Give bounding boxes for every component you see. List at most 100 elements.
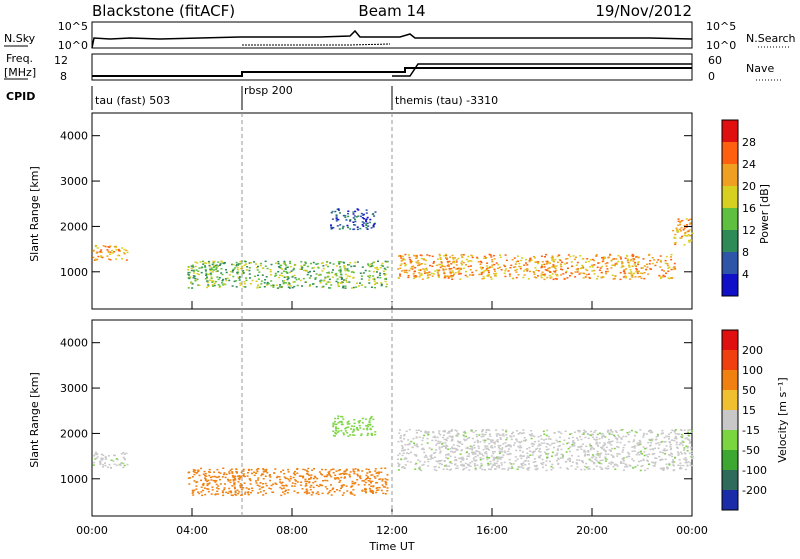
echo-cell <box>248 478 251 480</box>
echo-cell <box>562 443 565 445</box>
echo-cell <box>640 460 643 462</box>
echo-cell <box>292 476 295 479</box>
echo-cell <box>244 263 247 265</box>
echo-cell <box>324 276 327 279</box>
echo-cell <box>472 453 475 455</box>
station-title: Blackstone (fitACF) <box>92 2 235 20</box>
echo-cell <box>595 459 598 462</box>
echo-cell <box>634 263 636 265</box>
echo-cell <box>187 269 190 271</box>
echo-cell <box>371 213 374 216</box>
echo-cell <box>519 267 522 270</box>
echo-cell <box>266 281 269 284</box>
echo-cell <box>689 462 692 464</box>
echo-cell <box>254 275 257 278</box>
echo-cell <box>374 433 377 436</box>
echo-cell <box>676 451 679 453</box>
echo-cell <box>419 460 422 463</box>
echo-cell <box>582 431 585 434</box>
echo-cell <box>222 491 224 494</box>
echo-cell <box>596 266 599 269</box>
echo-cell <box>329 262 332 264</box>
echo-cell <box>326 261 328 263</box>
echo-cell <box>193 480 196 482</box>
echo-cell <box>664 458 667 461</box>
echo-cell <box>583 455 586 457</box>
echo-cell <box>478 451 481 453</box>
echo-cell <box>449 461 452 463</box>
echo-cell <box>220 260 223 262</box>
echo-cell <box>373 280 376 282</box>
echo-cell <box>580 438 583 441</box>
echo-cell <box>337 283 339 285</box>
echo-cell <box>449 272 452 275</box>
echo-cell <box>242 475 245 477</box>
echo-cell <box>565 270 568 273</box>
echo-cell <box>407 448 410 451</box>
echo-cell <box>339 271 342 273</box>
echo-cell <box>543 278 546 281</box>
echo-cell <box>584 436 587 439</box>
echo-cell <box>432 273 435 275</box>
echo-cell <box>543 442 546 444</box>
echo-cell <box>258 488 261 490</box>
echo-cell <box>436 258 439 260</box>
echo-cell <box>232 269 234 271</box>
echo-cell <box>452 257 455 259</box>
echo-cell <box>461 465 464 467</box>
echo-cell <box>217 278 220 281</box>
echo-cell <box>639 443 642 445</box>
echo-cell <box>631 253 634 256</box>
echo-cell <box>451 429 453 431</box>
echo-cell <box>672 461 675 464</box>
echo-cell <box>102 466 104 468</box>
echo-cell <box>345 473 348 475</box>
echo-cell <box>533 435 536 438</box>
nsearch-tick-top: 10^5 <box>706 20 736 33</box>
colorbar-swatch <box>722 274 738 296</box>
echo-cell <box>258 286 261 288</box>
echo-cell <box>433 260 435 263</box>
echo-cell <box>195 485 198 487</box>
echo-cell <box>547 456 550 459</box>
echo-cell <box>528 433 531 436</box>
echo-cell <box>670 268 673 271</box>
echo-cell <box>447 453 450 455</box>
echo-cell <box>372 225 375 227</box>
echo-cell <box>525 258 527 261</box>
echo-cell <box>529 454 532 456</box>
echo-cell <box>639 272 642 274</box>
echo-cell <box>339 270 342 272</box>
echo-cell <box>256 269 259 271</box>
echo-cell <box>343 476 346 478</box>
echo-cell <box>680 429 682 431</box>
echo-cell <box>448 432 451 434</box>
echo-cell <box>225 279 228 282</box>
echo-cell <box>665 445 668 447</box>
echo-cell <box>332 227 335 229</box>
freq-trace <box>92 67 692 77</box>
echo-cell <box>683 227 686 229</box>
echo-cell <box>191 476 194 478</box>
echo-cell <box>370 417 372 419</box>
echo-cell <box>315 273 318 275</box>
echo-cell <box>659 255 662 257</box>
echo-cell <box>543 263 546 266</box>
echo-cell <box>294 264 297 266</box>
echo-cell <box>366 222 369 224</box>
echo-cell <box>108 463 111 466</box>
echo-cell <box>337 261 340 263</box>
echo-cell <box>608 441 611 443</box>
echo-cell <box>293 490 296 492</box>
echo-cell <box>360 433 363 435</box>
echo-cell <box>667 433 670 436</box>
echo-cell <box>451 254 454 257</box>
echo-cell <box>566 277 569 279</box>
echo-cell <box>681 444 684 446</box>
echo-cell <box>270 280 273 282</box>
echo-cell <box>278 276 281 279</box>
echo-cell <box>457 268 460 270</box>
echo-cell <box>564 258 567 260</box>
echo-cell <box>471 452 474 454</box>
echo-cell <box>111 252 114 254</box>
